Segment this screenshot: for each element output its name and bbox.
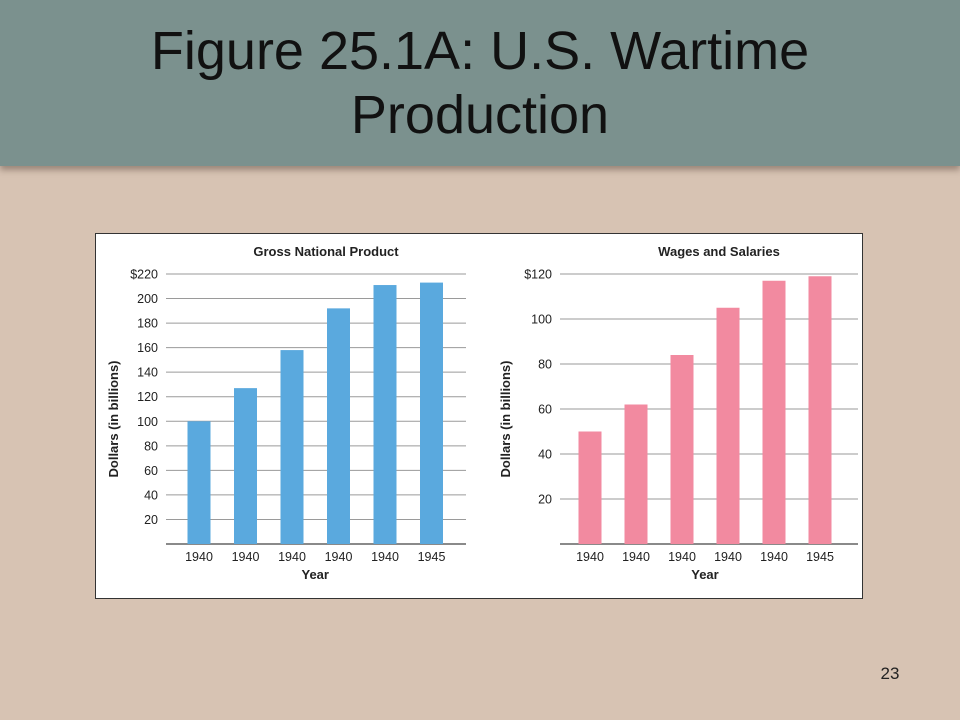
wages-x-tick-label: 1940 (668, 550, 696, 564)
gnp-x-axis-title: Year (302, 567, 329, 582)
gnp-y-tick-label: 180 (137, 317, 158, 331)
gnp-y-tick-label: 120 (137, 390, 158, 404)
gnp-bar (373, 285, 397, 544)
wages-y-tick-label: $120 (524, 268, 552, 282)
wages-x-tick-label: 1940 (622, 550, 650, 564)
wages-x-tick-label: 1940 (576, 550, 604, 564)
gnp-x-tick-label: 1940 (371, 550, 399, 564)
slide-title: Figure 25.1A: U.S. Wartime Production (150, 21, 810, 145)
gnp-y-axis-title: Dollars (in billions) (106, 360, 121, 477)
wages-x-axis-title: Year (691, 567, 718, 582)
wages-x-tick-label: 1940 (714, 550, 742, 564)
gnp-y-tick-label: 80 (144, 439, 158, 453)
charts-figure: Gross National Product 20 40 60 80 100 120 140 1… (106, 244, 858, 582)
gnp-y-tick-label: 20 (144, 513, 158, 527)
wages-y-tick-label: 80 (538, 358, 552, 372)
wages-y-tick-label: 40 (538, 448, 552, 462)
gnp-y-tick-label: 200 (137, 292, 158, 306)
gnp-y-tick-label: 100 (137, 415, 158, 429)
gnp-y-tick-label: 60 (144, 464, 158, 478)
gnp-x-tick-label: 1940 (278, 550, 306, 564)
wages-x-tick-label: 1945 (806, 550, 834, 564)
gnp-bar (327, 308, 350, 544)
wages-y-tick-label: 20 (538, 493, 552, 507)
gnp-y-tick-label: $220 (130, 268, 158, 282)
wages-bar (716, 307, 740, 544)
wages-bar (762, 280, 786, 544)
gnp-bar (234, 388, 257, 544)
wages-bar (670, 355, 694, 544)
wages-bar (578, 431, 602, 544)
gnp-bar (420, 282, 443, 544)
gnp-x-tick-label: 1940 (232, 550, 260, 564)
wages-chart-title: Wages and Salaries (658, 244, 780, 259)
wages-y-axis-title: Dollars (in billions) (498, 360, 513, 477)
slide-number: 23 (880, 664, 900, 683)
gnp-bar (187, 421, 211, 544)
wages-y-tick-label: 100 (531, 313, 552, 327)
gnp-chart-title: Gross National Product (253, 244, 399, 259)
gnp-x-tick-label: 1940 (325, 550, 353, 564)
gnp-y-tick-label: 40 (144, 488, 158, 502)
chart-panel: Gross National Product 20 40 60 80 100 120 140 1… (95, 233, 863, 599)
gnp-x-tick-label: 1945 (418, 550, 446, 564)
title-bar: Figure 25.1A: U.S. Wartime Production (0, 0, 960, 166)
gnp-y-tick-label: 160 (137, 341, 158, 355)
wages-y-tick-label: 60 (538, 403, 552, 417)
gnp-bar (280, 350, 304, 544)
gnp-x-tick-label: 1940 (185, 550, 213, 564)
gnp-y-tick-label: 140 (137, 366, 158, 380)
wages-bar (808, 276, 832, 544)
wages-bar (624, 404, 648, 544)
wages-x-tick-label: 1940 (760, 550, 788, 564)
